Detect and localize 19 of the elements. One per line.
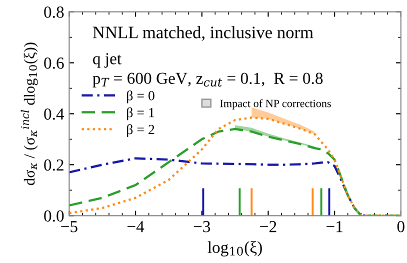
annotation: Impact of NP corrections: [220, 99, 331, 110]
y-tick-label: 0.2: [44, 159, 64, 171]
legend-label: β = 2: [127, 124, 154, 138]
y-tick-label: 0.6: [44, 57, 64, 69]
legend-label: β = 0: [127, 90, 154, 104]
x-tick-label: −5: [61, 221, 78, 232]
x-tick-label: −1: [326, 221, 342, 232]
legend-label: β = 1: [127, 107, 154, 120]
x-tick-label: 0: [397, 221, 404, 232]
y-axis-title: dσ$_{κ}$ / (σ$_{κ}$$^{incl}$ dlog$_{10}$(ξ)): [20, 42, 38, 186]
text: NNLL matched, inclusive norm: [92, 26, 314, 41]
x-tick-label: −4: [127, 221, 144, 232]
text: q jet p$_{T}$ = 600 GeV, z$_{cut}$ = 0.1, R = 0.8: [92, 53, 323, 88]
x-tick-label: −2: [260, 221, 276, 232]
y-tick-label: 0.0: [44, 210, 64, 222]
y-tick-label: 0.8: [44, 6, 64, 18]
x-tick-label: −3: [194, 221, 210, 232]
y-tick-label: 0.4: [44, 108, 64, 120]
x-axis-title: log$_{10}$(ξ): [208, 241, 262, 256]
